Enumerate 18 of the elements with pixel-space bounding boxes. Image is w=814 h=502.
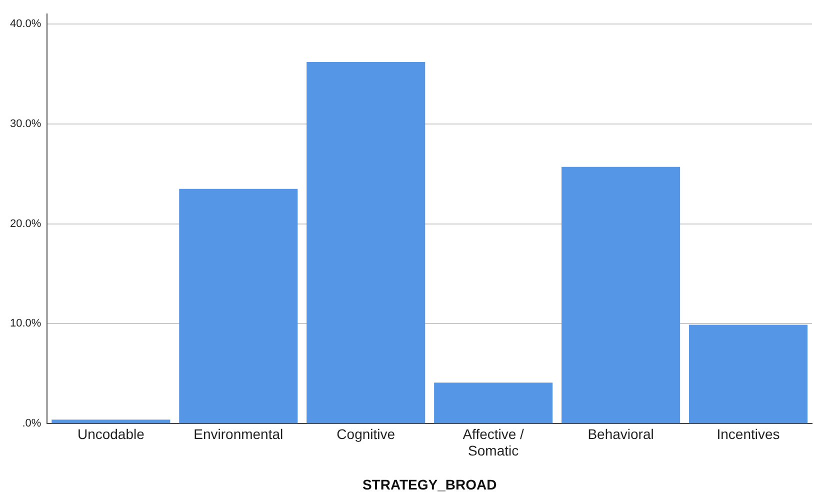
bar xyxy=(306,62,426,424)
bar xyxy=(434,382,553,424)
y-tick-label: 10.0% xyxy=(10,318,42,330)
bar xyxy=(179,188,298,424)
x-axis-title: STRATEGY_BROAD xyxy=(362,476,497,492)
y-tick-label: 40.0% xyxy=(10,18,42,30)
bar xyxy=(562,166,680,424)
y-tick-label: 30.0% xyxy=(10,118,42,130)
x-tick-label: Uncodable xyxy=(77,426,145,442)
y-tick-label: 20.0% xyxy=(10,218,42,230)
x-tick-label: Cognitive xyxy=(336,426,396,442)
bar xyxy=(688,324,808,424)
x-tick-label: Affective / Somatic xyxy=(462,426,524,459)
y-tick-label: .0% xyxy=(22,418,42,430)
x-tick-label: Behavioral xyxy=(588,426,654,442)
x-tick-label: Environmental xyxy=(194,426,284,442)
x-tick-label: Incentives xyxy=(716,426,780,442)
bar xyxy=(52,420,170,424)
